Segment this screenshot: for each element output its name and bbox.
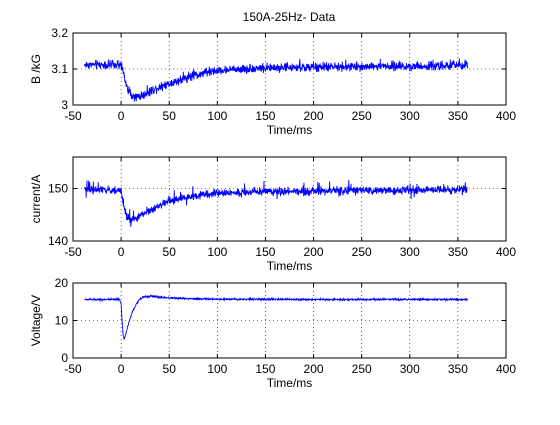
x-tick-label: 400 (496, 109, 516, 123)
y-tick-label: 3 (61, 98, 68, 112)
x-tick-label: 200 (304, 109, 324, 123)
x-tick-label: 50 (163, 109, 177, 123)
x-tick-label: 150 (255, 245, 275, 259)
x-tick-label: 0 (118, 362, 125, 376)
y-tick-label: 3.2 (51, 26, 68, 40)
y-tick-label: 140 (48, 234, 68, 248)
x-tick-label: -50 (64, 245, 82, 259)
x-tick-label: 50 (163, 245, 177, 259)
x-axis-label: Time/ms (267, 123, 313, 137)
subplot-3: -50 0 50 100 150 200 250 300 350 40001020Time/msV… (29, 276, 516, 390)
x-tick-label: 350 (448, 362, 468, 376)
x-tick-label: 300 (400, 362, 420, 376)
x-tick-label: 250 (352, 109, 372, 123)
x-tick-label: 300 (400, 109, 420, 123)
subplot-2: -50 0 50 100 150 200 250 300 350 400140150Time/ms… (29, 156, 516, 273)
x-axis-label: Time/ms (267, 376, 313, 390)
y-tick-label: 3.1 (51, 62, 68, 76)
x-tick-label: 100 (207, 245, 227, 259)
y-axis-label: current/A (29, 175, 43, 224)
x-tick-label: 300 (400, 245, 420, 259)
data-series-line (84, 179, 468, 227)
x-tick-label: 250 (352, 245, 372, 259)
x-tick-label: 250 (352, 362, 372, 376)
x-tick-label: -50 (64, 109, 82, 123)
x-axis-label: Time/ms (267, 259, 313, 273)
data-series-line (84, 58, 468, 102)
figure-title: 150A-25Hz- Data (243, 10, 336, 24)
subplot-1: -50 0 50 100 150 200 250 300 350 400 3 3.1 3.2 Time/m… (29, 26, 516, 137)
y-tick-label: 20 (55, 276, 69, 290)
x-tick-label: 100 (207, 109, 227, 123)
y-axis-label: Voltage/V (29, 295, 43, 346)
x-tick-label: 400 (496, 245, 516, 259)
y-axis-label: B /kG (29, 54, 43, 84)
x-tick-label: 100 (207, 362, 227, 376)
x-tick-label: 50 (163, 362, 177, 376)
y-tick-label: 150 (48, 182, 68, 196)
x-tick-label: 150 (255, 362, 275, 376)
y-tick-label: 10 (55, 314, 69, 328)
subplots: -50 0 50 100 150 200 250 300 350 40033.13.2Time/m… (29, 26, 516, 390)
x-tick-label: 200 (304, 362, 324, 376)
x-tick-label: 200 (304, 245, 324, 259)
x-tick-label: 400 (496, 362, 516, 376)
data-series-line (84, 293, 468, 340)
y-tick-label: 0 (61, 351, 68, 365)
x-tick-label: 0 (118, 109, 125, 123)
x-tick-label: 350 (448, 109, 468, 123)
x-tick-label: 350 (448, 245, 468, 259)
x-tick-label: -50 (64, 362, 82, 376)
x-tick-label: 150 (255, 109, 275, 123)
x-tick-label: 0 (118, 245, 125, 259)
